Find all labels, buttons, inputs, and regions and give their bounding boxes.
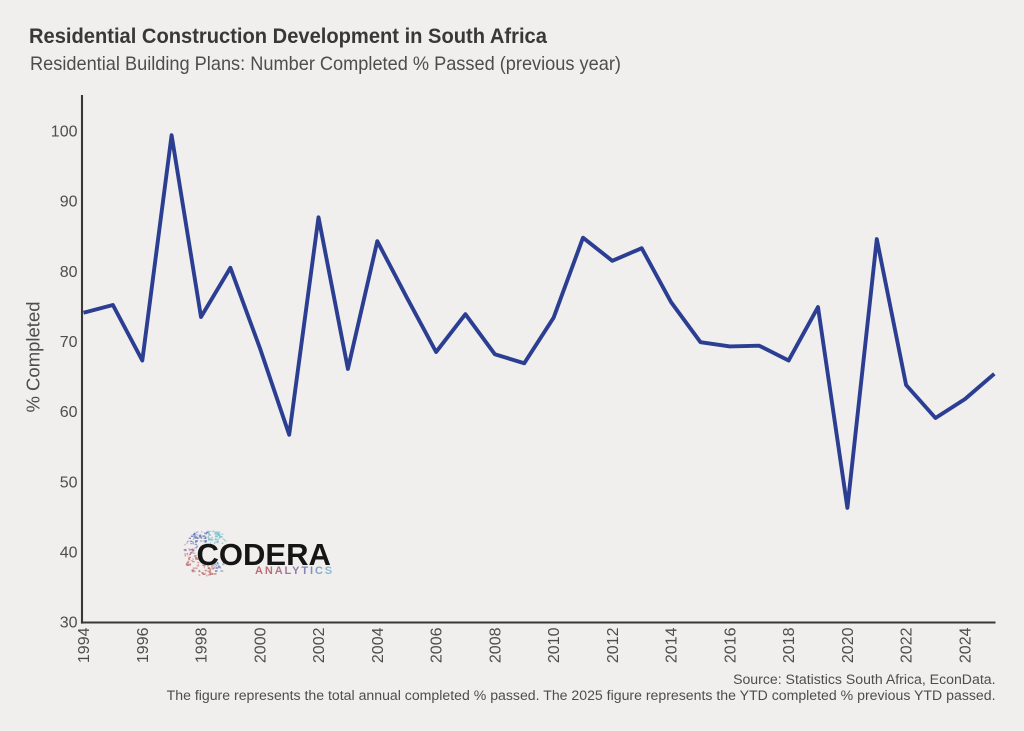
svg-text:100: 100 xyxy=(51,124,78,141)
svg-text:50: 50 xyxy=(60,474,78,491)
svg-text:40: 40 xyxy=(60,545,78,562)
svg-text:1996: 1996 xyxy=(135,627,152,663)
svg-text:30: 30 xyxy=(60,615,78,632)
svg-text:2008: 2008 xyxy=(487,627,504,663)
svg-text:1994: 1994 xyxy=(76,627,93,663)
svg-text:2020: 2020 xyxy=(840,627,857,663)
svg-text:% Completed: % Completed xyxy=(23,301,44,412)
svg-text:2012: 2012 xyxy=(605,627,622,663)
svg-text:2022: 2022 xyxy=(899,627,916,663)
svg-text:2000: 2000 xyxy=(252,627,269,663)
svg-text:2006: 2006 xyxy=(429,627,446,663)
svg-text:2024: 2024 xyxy=(957,627,974,663)
svg-text:2002: 2002 xyxy=(311,627,328,663)
svg-text:1998: 1998 xyxy=(194,627,211,663)
svg-text:80: 80 xyxy=(60,264,78,281)
svg-text:60: 60 xyxy=(60,404,78,421)
svg-text:70: 70 xyxy=(60,334,78,351)
svg-text:90: 90 xyxy=(60,194,78,211)
svg-text:2016: 2016 xyxy=(722,627,739,663)
svg-text:2014: 2014 xyxy=(664,627,681,663)
svg-text:2018: 2018 xyxy=(781,627,798,663)
svg-text:2004: 2004 xyxy=(370,627,387,663)
svg-text:2010: 2010 xyxy=(546,627,563,663)
